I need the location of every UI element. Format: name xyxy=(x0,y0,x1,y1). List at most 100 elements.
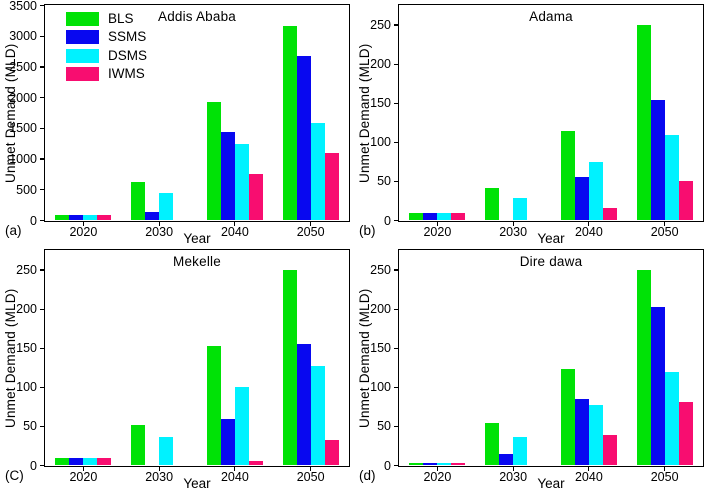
y-tick xyxy=(39,425,44,427)
y-tick-label: 250 xyxy=(16,263,37,278)
x-tick-label: 2020 xyxy=(69,225,98,239)
y-tick-label: 0 xyxy=(30,213,37,228)
y-tick xyxy=(393,464,398,467)
x-tick-label: 2050 xyxy=(296,470,325,484)
panel-addis-ababa: Unmet Demand (MLD) Addis Ababa Year (a) … xyxy=(0,0,354,246)
bar-bls-2040 xyxy=(560,368,575,466)
bar-bls-2030 xyxy=(131,424,146,466)
y-tick-label: 500 xyxy=(16,182,37,197)
bar-bls-2020 xyxy=(55,458,70,466)
y-tick-label: 200 xyxy=(370,302,391,317)
x-tick xyxy=(158,222,160,226)
x-tick-label: 2020 xyxy=(69,470,98,484)
panel-adama: Unmet Demand (MLD) Adama Year (b) 0 50 100… xyxy=(354,0,708,246)
x-axis-label: Year xyxy=(183,231,211,246)
x-tick-label: 2050 xyxy=(650,470,679,484)
bar-ssms-2020 xyxy=(423,212,438,221)
bar-ssms-2030 xyxy=(499,453,514,466)
y-tick-label: 2000 xyxy=(9,90,37,105)
bar-bls-2030 xyxy=(485,188,500,221)
y-tick xyxy=(39,97,44,99)
y-tick-label: 50 xyxy=(23,419,37,434)
bar-bls-2030 xyxy=(485,423,500,466)
bar-bls-2040 xyxy=(206,101,221,221)
panel-letter: (C) xyxy=(5,468,24,483)
bar-dsms-2030 xyxy=(159,193,174,221)
panel-letter: (b) xyxy=(359,223,376,238)
bar-dsms-2020 xyxy=(83,215,98,221)
x-tick xyxy=(664,222,666,226)
panel-title: Addis Ababa xyxy=(157,9,236,24)
x-tick xyxy=(310,467,312,471)
y-tick xyxy=(39,189,44,191)
bar-ssms-2050 xyxy=(296,55,311,221)
bar-bls-2050 xyxy=(636,270,651,466)
y-tick-label: 100 xyxy=(370,380,391,395)
x-tick xyxy=(82,222,84,226)
y-tick xyxy=(39,158,44,160)
x-tick-label: 2020 xyxy=(423,470,452,484)
y-tick xyxy=(39,35,44,37)
y-tick-label: 150 xyxy=(370,96,391,111)
y-tick-label: 250 xyxy=(370,263,391,278)
legend-item-dsms: DSMS xyxy=(66,46,176,65)
bar-iwms-2050 xyxy=(678,402,693,466)
x-tick xyxy=(436,467,438,471)
x-tick-label: 2040 xyxy=(574,225,603,239)
y-tick xyxy=(393,180,398,182)
legend-swatch-dsms xyxy=(66,48,99,63)
x-tick xyxy=(512,467,514,471)
panel-title: Dire dawa xyxy=(519,254,583,269)
bar-dsms-2030 xyxy=(513,197,528,221)
legend-label: DSMS xyxy=(108,47,148,63)
bar-bls-2040 xyxy=(206,345,221,466)
y-tick-label: 3000 xyxy=(9,29,37,44)
x-tick-label: 2030 xyxy=(145,470,174,484)
y-tick xyxy=(393,386,398,388)
bar-ssms-2040 xyxy=(574,399,589,466)
y-tick-label: 150 xyxy=(370,341,391,356)
bar-dsms-2040 xyxy=(588,405,603,466)
y-tick xyxy=(393,63,398,65)
y-axis-label: Unmet Demand (MLD) xyxy=(3,288,18,428)
bar-dsms-2030 xyxy=(159,437,174,466)
y-tick-label: 200 xyxy=(16,302,37,317)
bar-iwms-2040 xyxy=(602,207,617,221)
y-tick xyxy=(39,347,44,349)
panel-title: Mekelle xyxy=(173,254,221,269)
y-tick xyxy=(393,347,398,349)
y-tick xyxy=(39,4,44,7)
y-tick-label: 2500 xyxy=(9,59,37,74)
bar-ssms-2050 xyxy=(650,100,665,221)
panel-letter: (a) xyxy=(5,223,22,238)
legend: BLS SSMS DSMS IWMS xyxy=(66,9,176,83)
bar-iwms-2020 xyxy=(451,463,466,466)
x-tick-label: 2020 xyxy=(423,225,452,239)
bar-dsms-2020 xyxy=(83,458,98,466)
panel-dire-dawa: Unmet Demand (MLD) Dire dawa Year (d) 0 5… xyxy=(354,245,708,491)
y-tick-label: 3500 xyxy=(9,0,37,13)
y-tick xyxy=(39,308,44,310)
x-tick xyxy=(588,222,590,226)
bar-dsms-2040 xyxy=(588,161,603,221)
legend-label: SSMS xyxy=(108,29,147,45)
y-tick-label: 0 xyxy=(30,458,37,473)
x-tick-label: 2040 xyxy=(220,225,249,239)
y-tick xyxy=(393,308,398,310)
bar-ssms-2040 xyxy=(220,132,235,221)
y-tick xyxy=(393,269,398,271)
x-tick-label: 2040 xyxy=(574,470,603,484)
legend-swatch-bls xyxy=(66,11,99,26)
bar-ssms-2020 xyxy=(69,458,84,466)
x-tick-label: 2050 xyxy=(650,225,679,239)
x-axis-label: Year xyxy=(183,476,211,491)
bar-ssms-2020 xyxy=(69,215,84,221)
y-tick-label: 1500 xyxy=(9,121,37,136)
bar-dsms-2050 xyxy=(310,366,325,466)
legend-item-bls: BLS xyxy=(66,9,176,28)
y-tick xyxy=(39,219,44,222)
panel-title: Adama xyxy=(529,9,573,24)
x-tick xyxy=(234,467,236,471)
y-tick xyxy=(39,386,44,388)
bar-iwms-2020 xyxy=(97,215,112,221)
